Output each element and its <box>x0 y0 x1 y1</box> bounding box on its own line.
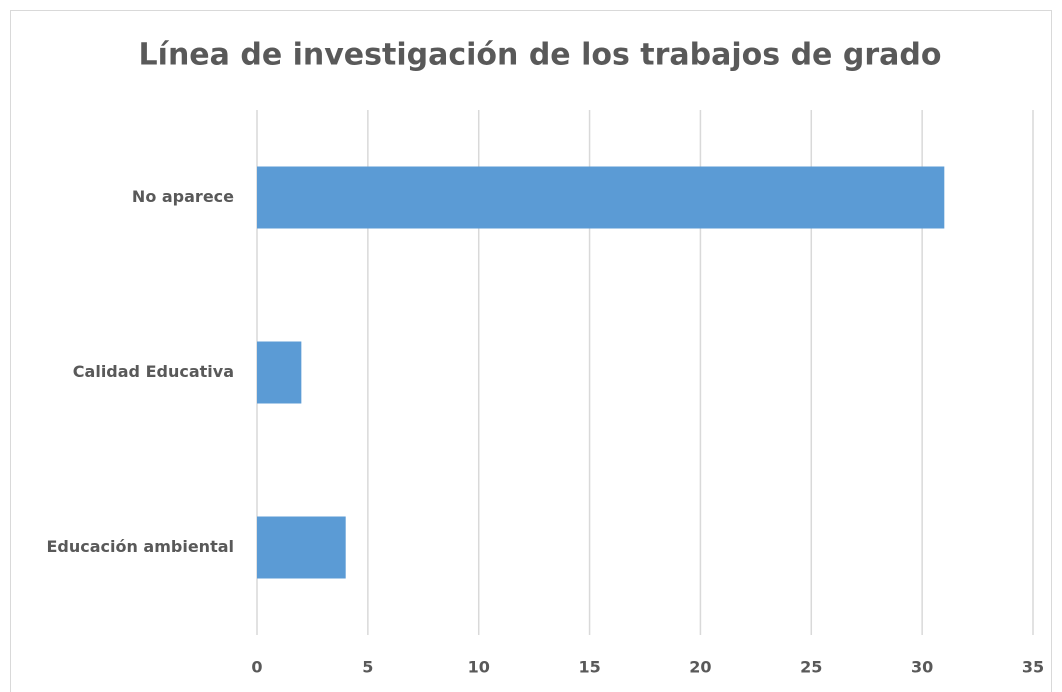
x-tick-label: 35 <box>1022 658 1044 677</box>
x-tick-label: 25 <box>800 658 822 677</box>
x-tick-label: 20 <box>689 658 711 677</box>
chart-border <box>10 10 1052 692</box>
y-tick-label: No aparece <box>132 187 234 206</box>
bar <box>257 516 346 579</box>
x-tick-label: 15 <box>578 658 600 677</box>
y-tick-label: Educación ambiental <box>46 537 234 556</box>
x-tick-label: 0 <box>251 658 262 677</box>
x-tick-label: 10 <box>468 658 490 677</box>
bar <box>257 166 945 229</box>
x-tick-label: 5 <box>362 658 373 677</box>
chart-title: Línea de investigación de los trabajos d… <box>139 38 942 73</box>
bar <box>257 341 302 404</box>
y-tick-label: Calidad Educativa <box>73 362 234 381</box>
x-tick-label: 30 <box>911 658 933 677</box>
